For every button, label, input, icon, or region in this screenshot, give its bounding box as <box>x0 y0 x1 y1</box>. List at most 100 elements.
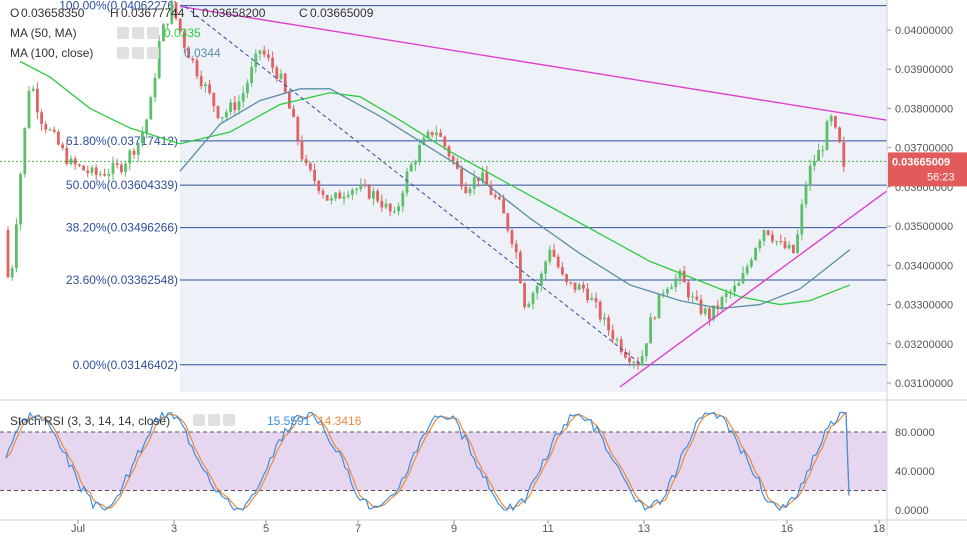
stoch-tick-label: 40.0000 <box>895 466 935 478</box>
price-pane[interactable]: 100.00%(0.04062276) 61.80%(0.03717412) 50.… <box>0 0 888 392</box>
ma50-label: MA (50, MA) <box>10 26 77 40</box>
candle-body <box>540 273 543 286</box>
resistance-trendline <box>179 5 888 121</box>
candle-body <box>544 261 547 274</box>
candle-body <box>145 119 148 133</box>
candle-body <box>649 317 652 344</box>
fib-level-label: 23.60%(0.03362548) <box>66 273 178 287</box>
candle-body <box>813 161 816 166</box>
current-price-label: 0.03665009 <box>892 156 950 168</box>
candle-body <box>607 317 610 331</box>
ma50-line <box>19 60 851 306</box>
stoch-k-value: 15.5591 <box>267 414 311 428</box>
high-label: H <box>110 6 119 20</box>
gear-icon[interactable] <box>132 47 144 59</box>
candle-body <box>552 249 556 257</box>
time-tick-label: 3 <box>171 523 177 535</box>
candle-body <box>708 308 711 320</box>
eye-icon[interactable] <box>117 27 129 39</box>
candle-body <box>393 211 396 213</box>
candle-body <box>741 273 745 284</box>
candle-body <box>556 256 560 268</box>
candle-body <box>199 76 203 87</box>
ma100-legend[interactable]: MA (100, close) 0.0344 <box>10 46 221 60</box>
candle-body <box>460 168 463 187</box>
candle-body <box>267 54 270 58</box>
candle-body <box>594 298 598 302</box>
candle-body <box>514 243 518 253</box>
eye-icon[interactable] <box>193 414 205 426</box>
close-icon[interactable] <box>147 47 159 59</box>
candle-body <box>443 136 447 147</box>
selection-shade <box>180 0 887 392</box>
candle-body <box>132 150 136 155</box>
stoch-d-value: 14.3416 <box>318 414 362 428</box>
candle-body <box>90 167 94 173</box>
candle-body <box>775 241 778 243</box>
gear-icon[interactable] <box>132 27 144 39</box>
candle-body <box>792 244 795 253</box>
candle-body <box>141 132 144 144</box>
candle-body <box>645 343 648 357</box>
candle-body <box>157 41 161 78</box>
candle-body <box>36 88 39 113</box>
time-tick-label: 5 <box>263 523 269 535</box>
candle-body <box>283 73 287 93</box>
candle-body <box>170 2 174 24</box>
candle-body <box>783 241 787 249</box>
candle-body <box>825 121 829 151</box>
candle-body <box>275 67 279 79</box>
candle-body <box>241 93 245 102</box>
fib-level-label: 100.00%(0.04062276) <box>59 0 178 13</box>
candle-body <box>212 92 216 107</box>
candle-body <box>162 24 165 42</box>
stoch-rsi-pane[interactable]: 80.0000 40.0000 0.0000 <box>0 409 935 520</box>
candle-body <box>808 165 812 186</box>
candle-body <box>834 116 837 128</box>
candle-body <box>745 266 749 274</box>
candle-body <box>821 150 825 152</box>
fib-trend-dashed <box>184 6 641 364</box>
candle-body <box>661 293 665 295</box>
candle-body <box>695 296 699 300</box>
time-tick-label: 9 <box>451 523 457 535</box>
high-value: 0.03677744 <box>121 6 185 20</box>
candle-body <box>346 194 350 197</box>
candle-body <box>233 102 237 110</box>
ma50-legend[interactable]: MA (50, MA) 0.0335 <box>10 26 201 40</box>
candle-body <box>493 194 497 198</box>
candle-body <box>271 57 274 68</box>
candle-body <box>372 191 375 199</box>
candle-body <box>355 189 358 191</box>
candle-body <box>548 249 552 262</box>
eye-icon[interactable] <box>117 47 129 59</box>
ohlc-header: O 0.03658350 H 0.03677744 L 0.03658200 C… <box>10 6 374 20</box>
candle-body <box>321 191 325 196</box>
candle-body <box>262 50 266 55</box>
gear-icon[interactable] <box>208 414 220 426</box>
close-icon[interactable] <box>223 414 235 426</box>
candle-body <box>136 143 140 155</box>
close-icon[interactable] <box>147 27 159 39</box>
time-tick-label: 13 <box>638 523 650 535</box>
candle-body <box>817 150 820 162</box>
candle-body <box>10 268 14 278</box>
candle-body <box>363 184 367 186</box>
stoch-legend[interactable]: Stoch RSI (3, 3, 14, 14, close) 15.5591 … <box>10 414 362 428</box>
candle-body <box>183 31 186 48</box>
candle-body <box>216 106 220 119</box>
candle-body <box>565 274 568 283</box>
candle-body <box>401 192 405 207</box>
candle-body <box>82 165 85 171</box>
candle-body <box>279 73 283 79</box>
candle-body <box>191 58 195 61</box>
candle-body <box>414 162 417 165</box>
time-tick-label: 16 <box>781 523 793 535</box>
candle-body <box>800 204 804 235</box>
open-label: O <box>10 6 19 20</box>
candle-body <box>716 305 720 309</box>
candle-body <box>330 198 333 201</box>
candle-body <box>208 84 211 93</box>
